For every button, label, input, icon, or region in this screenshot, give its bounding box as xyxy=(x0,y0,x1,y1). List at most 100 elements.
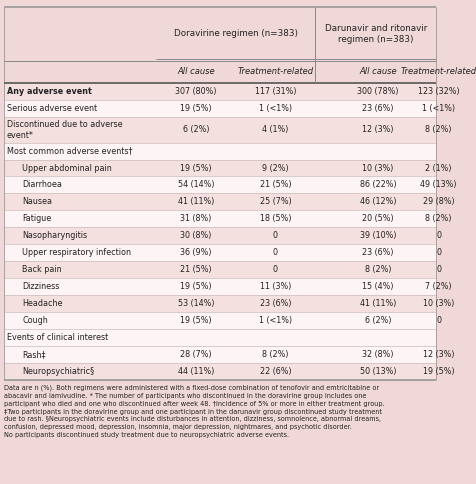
Bar xyxy=(4,346,436,363)
Text: 20 (5%): 20 (5%) xyxy=(361,214,393,224)
Text: 6 (2%): 6 (2%) xyxy=(364,316,390,325)
Text: 50 (13%): 50 (13%) xyxy=(359,367,396,376)
Text: 19 (5%): 19 (5%) xyxy=(422,367,454,376)
Bar xyxy=(4,363,436,380)
Bar xyxy=(4,160,436,177)
Text: 8 (2%): 8 (2%) xyxy=(262,350,288,359)
Bar xyxy=(4,295,436,312)
Text: Any adverse event: Any adverse event xyxy=(7,87,91,96)
Text: 21 (5%): 21 (5%) xyxy=(259,181,291,189)
Text: Data are n (%). Both regimens were administered with a fixed-dose combination of: Data are n (%). Both regimens were admin… xyxy=(4,385,384,438)
Text: Fatigue: Fatigue xyxy=(22,214,51,224)
Text: 307 (80%): 307 (80%) xyxy=(175,87,217,96)
Text: Events of clinical interest: Events of clinical interest xyxy=(7,333,108,342)
Text: Cough: Cough xyxy=(22,316,48,325)
Text: 54 (14%): 54 (14%) xyxy=(178,181,214,189)
Text: Darunavir and ritonavir
regimen (n=383): Darunavir and ritonavir regimen (n=383) xyxy=(324,24,426,44)
Text: 6 (2%): 6 (2%) xyxy=(182,125,209,135)
Text: Nausea: Nausea xyxy=(22,197,52,206)
Text: 300 (78%): 300 (78%) xyxy=(357,87,398,96)
Bar xyxy=(4,7,436,83)
Text: 53 (14%): 53 (14%) xyxy=(178,299,214,308)
Text: 31 (8%): 31 (8%) xyxy=(180,214,211,224)
Bar xyxy=(4,244,436,261)
Bar xyxy=(4,100,436,117)
Text: 10 (3%): 10 (3%) xyxy=(362,164,393,172)
Text: 12 (3%): 12 (3%) xyxy=(422,350,453,359)
Text: 0: 0 xyxy=(272,231,278,241)
Text: 36 (9%): 36 (9%) xyxy=(180,248,211,257)
Bar xyxy=(4,83,436,100)
Text: 8 (2%): 8 (2%) xyxy=(425,125,451,135)
Text: Neuropsychiatric§: Neuropsychiatric§ xyxy=(22,367,94,376)
Text: 32 (8%): 32 (8%) xyxy=(361,350,393,359)
Text: 12 (3%): 12 (3%) xyxy=(361,125,393,135)
Text: Discontinued due to adverse
event*: Discontinued due to adverse event* xyxy=(7,120,122,140)
Text: 11 (3%): 11 (3%) xyxy=(259,282,290,291)
Text: Upper abdominal pain: Upper abdominal pain xyxy=(22,164,111,172)
Text: 41 (11%): 41 (11%) xyxy=(178,197,214,206)
Text: 15 (4%): 15 (4%) xyxy=(361,282,393,291)
Text: 46 (12%): 46 (12%) xyxy=(359,197,396,206)
Text: 0: 0 xyxy=(272,265,278,274)
Text: Dizziness: Dizziness xyxy=(22,282,60,291)
Text: 30 (8%): 30 (8%) xyxy=(180,231,211,241)
Text: 19 (5%): 19 (5%) xyxy=(180,316,211,325)
Text: 1 (<1%): 1 (<1%) xyxy=(258,104,291,113)
Text: 23 (6%): 23 (6%) xyxy=(361,248,393,257)
Text: 23 (6%): 23 (6%) xyxy=(361,104,393,113)
Text: 10 (3%): 10 (3%) xyxy=(422,299,453,308)
Text: 0: 0 xyxy=(272,248,278,257)
Bar xyxy=(4,117,436,143)
Text: 123 (32%): 123 (32%) xyxy=(417,87,458,96)
Bar xyxy=(4,7,436,380)
Text: 4 (1%): 4 (1%) xyxy=(262,125,288,135)
Text: 39 (10%): 39 (10%) xyxy=(359,231,396,241)
Bar xyxy=(4,278,436,295)
Text: 8 (2%): 8 (2%) xyxy=(425,214,451,224)
Text: 22 (6%): 22 (6%) xyxy=(259,367,291,376)
Bar xyxy=(4,194,436,211)
Bar xyxy=(4,177,436,194)
Text: Doravirine regimen (n=383): Doravirine regimen (n=383) xyxy=(173,30,297,38)
Text: 19 (5%): 19 (5%) xyxy=(180,104,211,113)
Text: 86 (22%): 86 (22%) xyxy=(359,181,396,189)
Text: 19 (5%): 19 (5%) xyxy=(180,164,211,172)
Text: 28 (7%): 28 (7%) xyxy=(180,350,211,359)
Text: 19 (5%): 19 (5%) xyxy=(180,282,211,291)
Text: Rash‡: Rash‡ xyxy=(22,350,45,359)
Text: Upper respiratory infection: Upper respiratory infection xyxy=(22,248,131,257)
Text: 44 (11%): 44 (11%) xyxy=(178,367,214,376)
Text: 0: 0 xyxy=(435,248,440,257)
Text: All cause: All cause xyxy=(358,67,396,76)
Bar xyxy=(4,211,436,227)
Text: 9 (2%): 9 (2%) xyxy=(262,164,288,172)
Text: 1 (<1%): 1 (<1%) xyxy=(421,104,454,113)
Text: 8 (2%): 8 (2%) xyxy=(364,265,390,274)
Text: 23 (6%): 23 (6%) xyxy=(259,299,291,308)
Text: Diarrhoea: Diarrhoea xyxy=(22,181,62,189)
Text: 117 (31%): 117 (31%) xyxy=(254,87,296,96)
Text: 29 (8%): 29 (8%) xyxy=(422,197,454,206)
Bar xyxy=(4,312,436,329)
Text: 2 (1%): 2 (1%) xyxy=(425,164,451,172)
Text: 0: 0 xyxy=(435,316,440,325)
Text: Treatment-related: Treatment-related xyxy=(400,67,476,76)
Text: 7 (2%): 7 (2%) xyxy=(425,282,451,291)
Text: 0: 0 xyxy=(435,265,440,274)
Text: Most common adverse events†: Most common adverse events† xyxy=(7,147,132,155)
Text: 41 (11%): 41 (11%) xyxy=(359,299,396,308)
Text: 18 (5%): 18 (5%) xyxy=(259,214,291,224)
Text: Headache: Headache xyxy=(22,299,62,308)
Text: Serious adverse event: Serious adverse event xyxy=(7,104,97,113)
Text: 0: 0 xyxy=(435,231,440,241)
Text: 21 (5%): 21 (5%) xyxy=(180,265,211,274)
Text: 25 (7%): 25 (7%) xyxy=(259,197,291,206)
Bar xyxy=(4,227,436,244)
Text: Nasopharyngitis: Nasopharyngitis xyxy=(22,231,87,241)
Text: Back pain: Back pain xyxy=(22,265,61,274)
Bar xyxy=(4,261,436,278)
Text: 1 (<1%): 1 (<1%) xyxy=(258,316,291,325)
Text: Treatment-related: Treatment-related xyxy=(237,67,313,76)
Text: 49 (13%): 49 (13%) xyxy=(419,181,456,189)
